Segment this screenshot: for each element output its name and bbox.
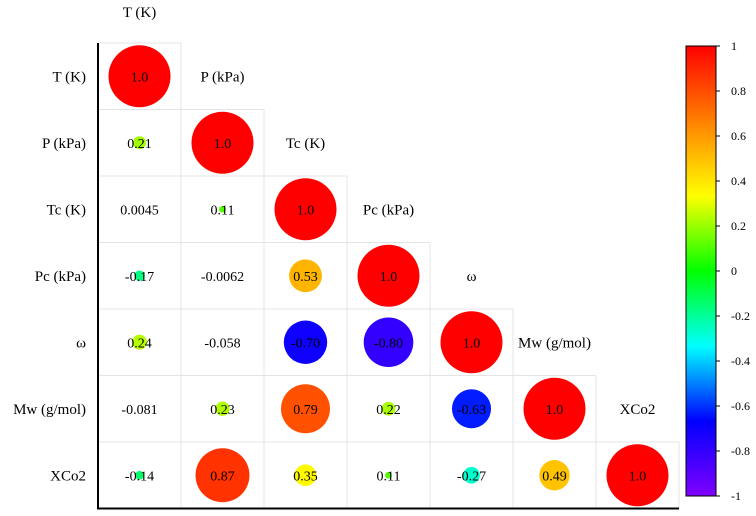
correlation-value: 0.0045 xyxy=(120,203,159,218)
correlation-circle xyxy=(381,401,396,416)
correlation-circle xyxy=(523,377,586,440)
correlation-value: -0.70 xyxy=(291,336,320,351)
colorbar-tick-label: 0.6 xyxy=(731,129,746,143)
row-label: ω xyxy=(76,335,86,351)
correlation-circle xyxy=(463,466,480,484)
correlation-value: 0.22 xyxy=(376,403,401,418)
colorbar: 1 0.8 0.6 0.4 0.2 0 -0.2 -0.4 -0.6 -0.8 -1 xyxy=(685,39,750,503)
correlation-value: -0.80 xyxy=(374,336,403,351)
row-label: Mw (g/mol) xyxy=(13,402,86,418)
correlation-circle xyxy=(135,470,144,480)
correlation-value: 0.35 xyxy=(293,469,318,484)
correlation-value: -0.081 xyxy=(121,403,157,418)
correlation-value: 1.0 xyxy=(380,270,398,285)
correlation-value: 1.0 xyxy=(214,137,232,152)
correlation-circle xyxy=(451,389,492,429)
grid-lines xyxy=(98,42,680,509)
correlation-circles xyxy=(108,45,669,507)
diagonal-label: Mw (g/mol) xyxy=(518,335,591,351)
row-label: XCo2 xyxy=(50,468,86,484)
correlation-circle xyxy=(132,136,147,150)
diagonal-label: XCo2 xyxy=(620,402,656,418)
correlation-value: 0.23 xyxy=(210,403,235,418)
row-label: Pc (kPa) xyxy=(35,269,86,285)
correlation-value: 0.49 xyxy=(542,469,567,484)
colorbar-tick-label: 0.8 xyxy=(731,84,746,98)
colorbar-tick-label: -0.8 xyxy=(731,444,750,458)
row-label: P (kPa) xyxy=(42,136,86,152)
correlation-circle xyxy=(357,244,420,307)
row-label: T (K) xyxy=(53,69,86,85)
diagonal-label: Tc (K) xyxy=(286,136,325,152)
correlation-value: 0.11 xyxy=(211,203,235,218)
correlation-value: 1.0 xyxy=(629,469,647,484)
colorbar-tick-label: -0.2 xyxy=(731,309,750,323)
colorbar-tick-label: 1 xyxy=(731,39,737,53)
correlation-circle xyxy=(219,205,226,213)
correlation-value: 0.87 xyxy=(210,469,235,484)
correlation-value: 1.0 xyxy=(546,403,564,418)
correlation-circle xyxy=(274,178,337,241)
row-label: Tc (K) xyxy=(47,202,86,218)
correlation-value: -0.27 xyxy=(457,469,486,484)
correlation-value: 0.21 xyxy=(127,137,152,152)
correlation-circle xyxy=(440,311,503,374)
colorbar-tick-label: 0.2 xyxy=(731,219,746,233)
correlation-value: 0.79 xyxy=(293,403,318,418)
colorbar-tick-label: -1 xyxy=(731,489,741,503)
axes xyxy=(97,43,679,510)
correlation-circle xyxy=(539,460,570,491)
diagonal-label: ω xyxy=(467,269,477,285)
correlation-circle xyxy=(215,401,230,416)
correlation-circle xyxy=(363,317,414,368)
correlation-circle xyxy=(606,444,669,507)
correlation-circle xyxy=(289,259,322,293)
correlation-circle xyxy=(132,334,147,350)
colorbar-tick-label: -0.6 xyxy=(731,399,750,413)
correlation-circle xyxy=(281,384,330,434)
correlation-value: 0.11 xyxy=(377,469,401,484)
correlation-circle xyxy=(191,111,254,174)
correlation-value: 1.0 xyxy=(297,203,315,218)
diagonal-label: P (kPa) xyxy=(200,69,244,85)
colorbar-tick-label: -0.4 xyxy=(731,354,750,368)
top-label: T (K) xyxy=(123,5,156,21)
correlation-circle xyxy=(283,320,328,364)
correlation-circle xyxy=(385,471,392,479)
correlation-value: 0.24 xyxy=(127,336,152,351)
correlation-value: -0.058 xyxy=(204,336,240,351)
colorbar-gradient xyxy=(685,45,717,497)
correlation-value: 1.0 xyxy=(463,336,481,351)
diagonal-label: Pc (kPa) xyxy=(363,202,414,218)
correlation-value: -0.63 xyxy=(457,403,486,418)
colorbar-tick-label: 0.4 xyxy=(731,174,746,188)
correlation-circle xyxy=(134,270,145,282)
correlation-value: 1.0 xyxy=(131,70,149,85)
correlation-value: -0.14 xyxy=(125,469,154,484)
labels: 1.0 0.21 1.0 0.0045 0.11 1.0 -0.17 -0.0062 0.53 1… xyxy=(13,5,655,484)
correlation-circle xyxy=(195,448,250,503)
colorbar-tick-label: 0 xyxy=(731,264,737,278)
correlation-value: -0.0062 xyxy=(201,270,244,285)
correlation-value: 0.53 xyxy=(293,270,318,285)
correlation-value: -0.17 xyxy=(125,270,154,285)
correlation-circle xyxy=(108,45,171,108)
correlation-circle xyxy=(294,464,317,487)
